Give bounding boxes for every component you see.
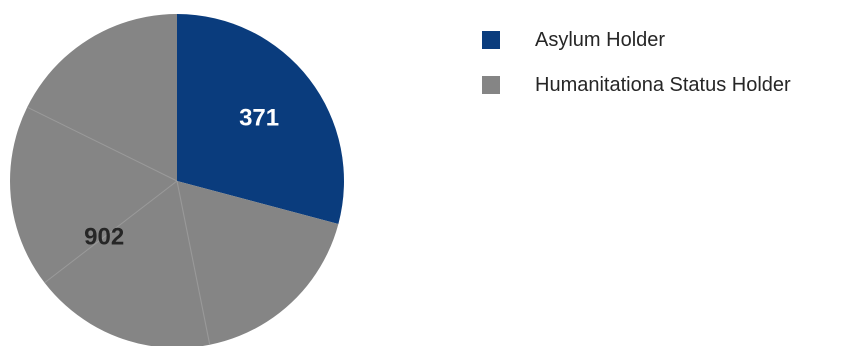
data-label-asylum-holder: 371 [239, 104, 279, 131]
data-label-humanitationa-status-holder: 902 [84, 223, 124, 250]
pie-data-labels: 371 902 [84, 104, 279, 250]
pie-dividers [26, 106, 211, 345]
legend-label-asylum-holder: Asylum Holder [535, 28, 666, 51]
pie-divider-line [26, 106, 178, 182]
legend-swatch-humanitationa-status-holder [482, 76, 500, 94]
pie-divider-line [44, 180, 178, 284]
legend-label-humanitationa-status-holder: Humanitationa Status Holder [535, 73, 791, 96]
legend-swatch-asylum-holder [482, 31, 500, 49]
legend: Asylum Holder Humanitationa Status Holde… [482, 28, 791, 118]
pie-slice-asylum-holder [177, 14, 344, 224]
pie-divider-line [176, 180, 211, 345]
legend-item-asylum-holder: Asylum Holder [482, 28, 791, 52]
pie-slices [10, 14, 344, 346]
legend-item-humanitationa-status-holder: Humanitationa Status Holder [482, 73, 791, 97]
